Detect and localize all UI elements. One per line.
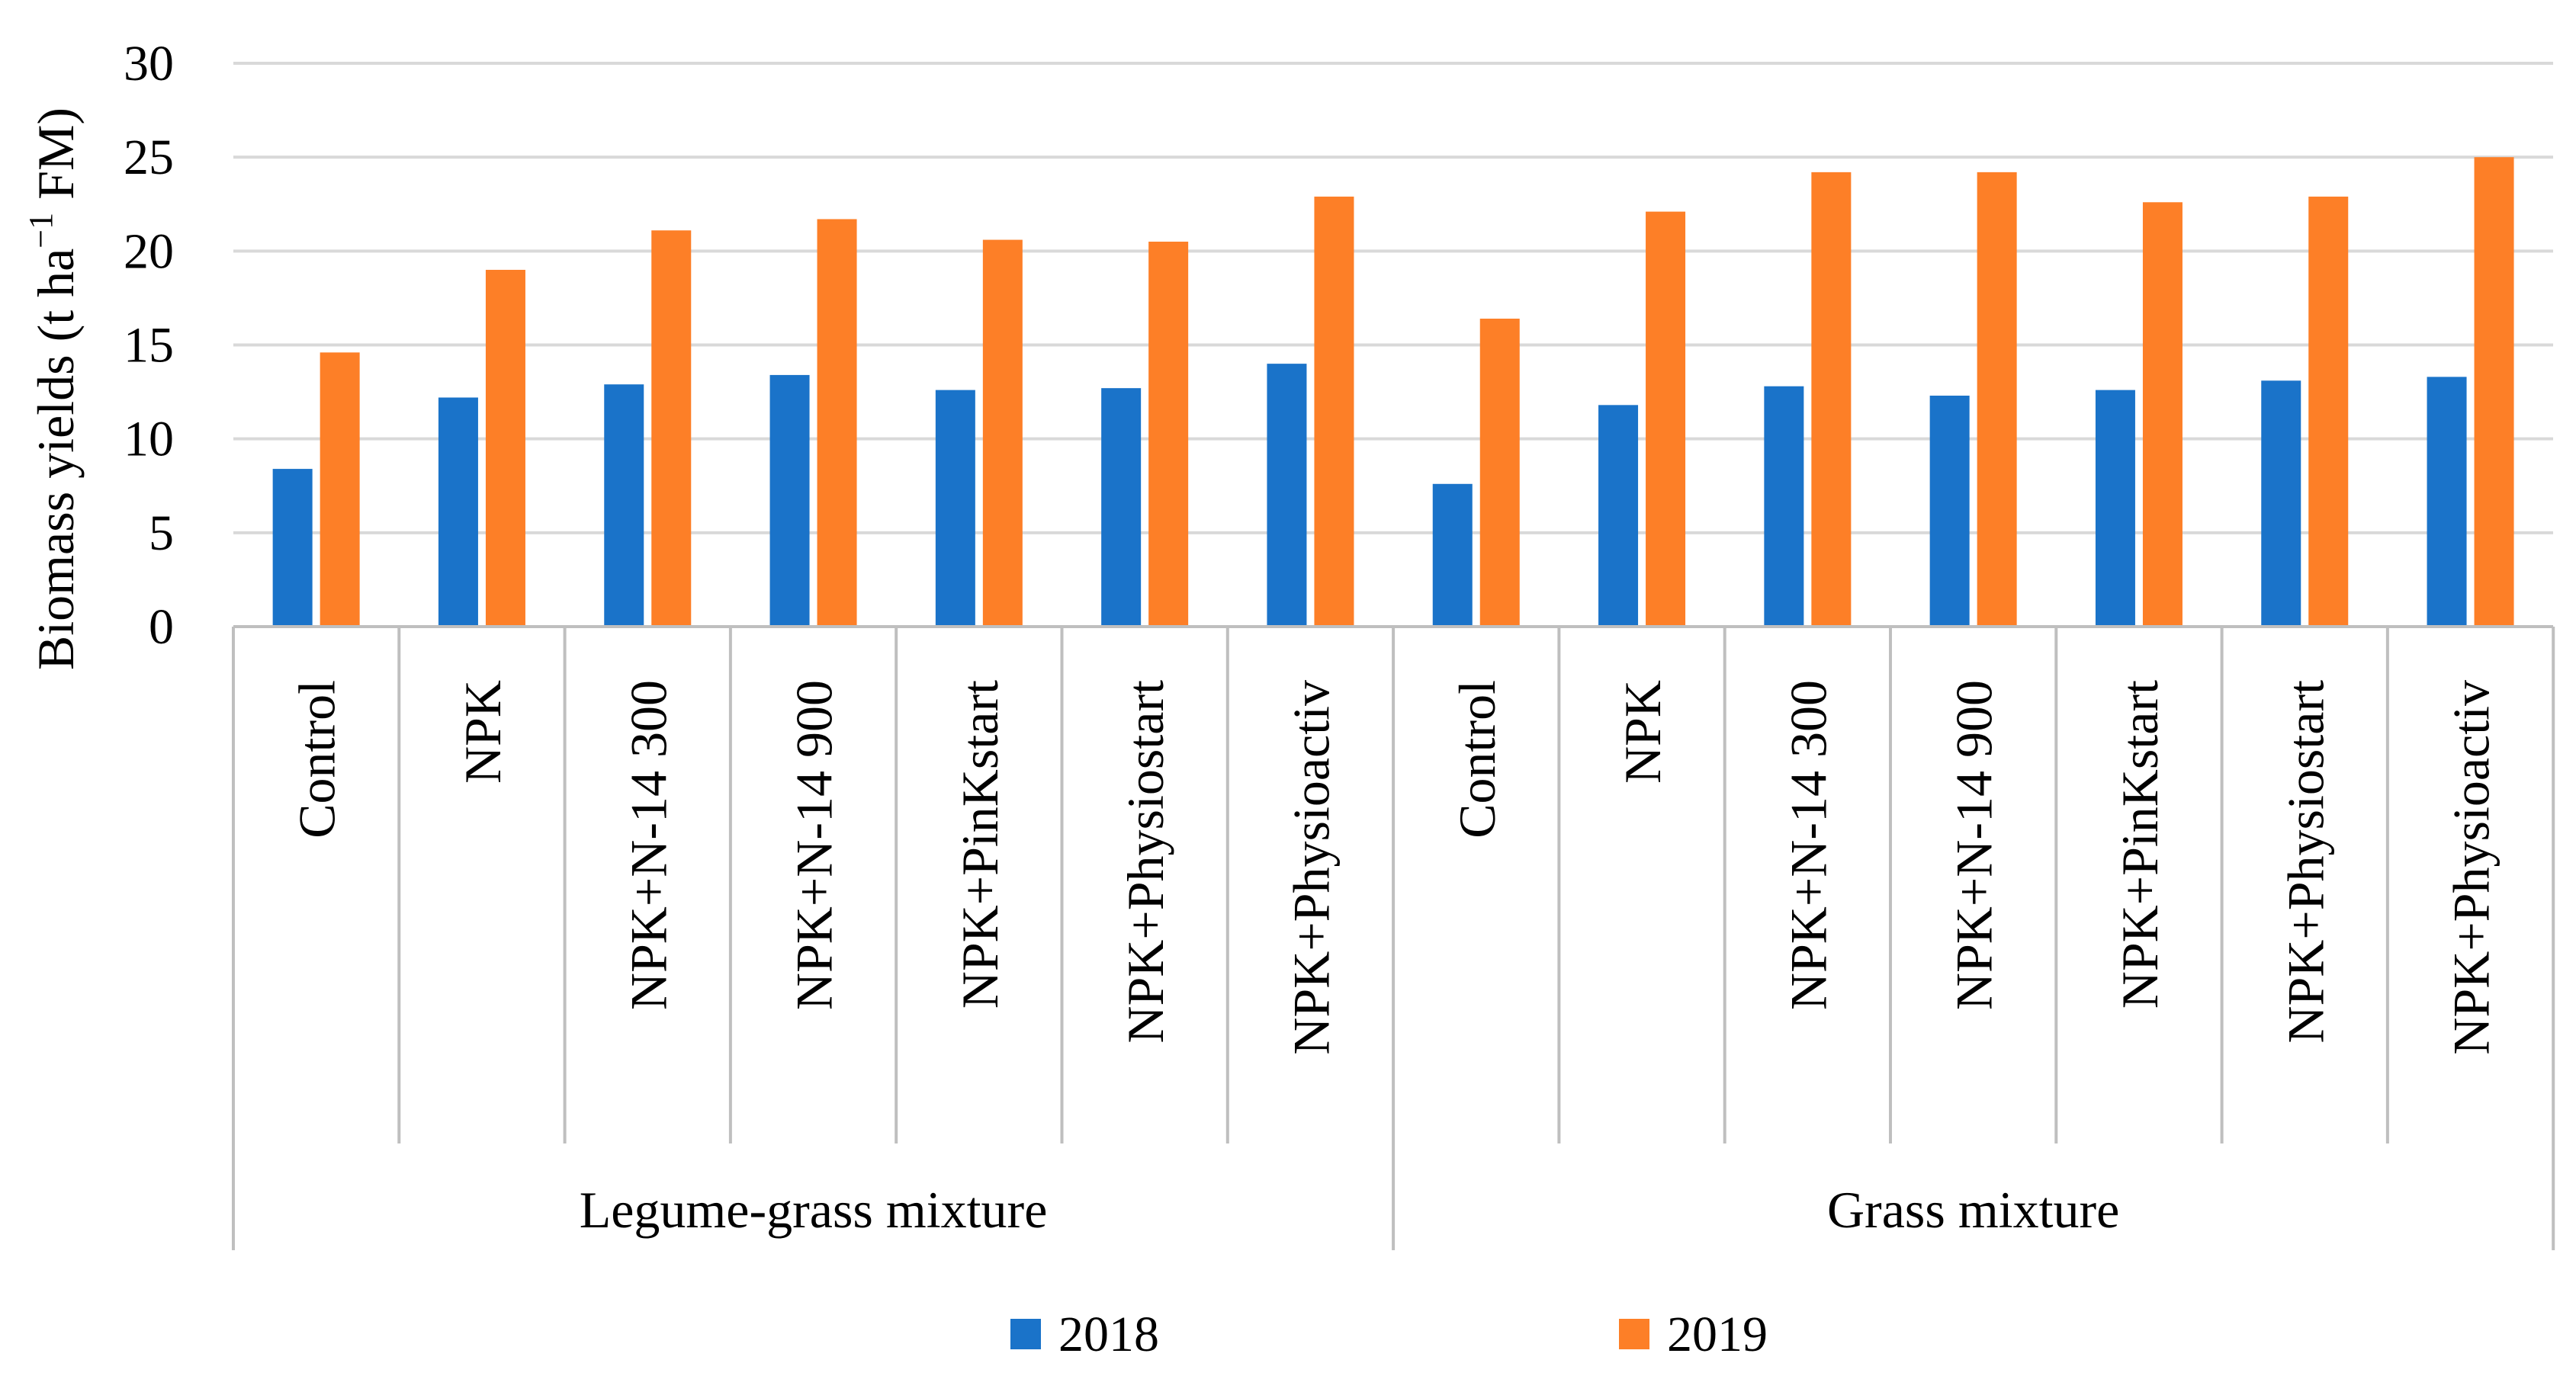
bar-2018-8 — [1598, 405, 1639, 627]
y-axis-ticks: 0 5 10 15 20 25 30 — [124, 36, 174, 655]
category-label: Control — [1448, 680, 1506, 839]
category-label: NPK+Physiostart — [1116, 680, 1174, 1044]
bar-2018-2 — [604, 384, 644, 627]
bar-2019-10 — [1977, 172, 2017, 627]
y-tick-label: 5 — [149, 505, 174, 561]
bar-2018-13 — [2427, 377, 2467, 627]
y-tick-label: 10 — [124, 412, 174, 467]
bar-2018-1 — [438, 397, 478, 627]
y-tick-label: 25 — [124, 130, 174, 185]
bar-2019-13 — [2474, 157, 2514, 627]
x-axis — [232, 625, 2555, 1250]
legend-label-2019: 2019 — [1667, 1307, 1768, 1362]
bars — [272, 157, 2514, 627]
category-label: Control — [288, 680, 346, 839]
legend-label-2018: 2018 — [1058, 1307, 1159, 1362]
y-tick-label: 0 — [149, 599, 174, 655]
category-label: NPK+Physioactiv — [1282, 680, 1340, 1055]
bar-2018-10 — [1929, 396, 1970, 627]
bar-2018-11 — [2095, 390, 2135, 627]
bar-2019-2 — [651, 230, 692, 627]
category-label: NPK+PinKstart — [951, 680, 1009, 1009]
y-tick-label: 15 — [124, 318, 174, 374]
bar-2018-5 — [1101, 388, 1142, 627]
bar-2019-4 — [982, 239, 1023, 627]
bar-2018-0 — [272, 469, 313, 627]
category-label: NPK — [1614, 680, 1672, 784]
bar-2018-12 — [2261, 380, 2301, 627]
group-label: Legume-grass mixture — [580, 1181, 1048, 1239]
bar-2019-0 — [320, 352, 360, 627]
category-label: NPK+Physioactiv — [2443, 680, 2501, 1055]
bar-2018-7 — [1432, 483, 1473, 627]
category-label: NPK+N-14 300 — [619, 680, 677, 1010]
category-label: NPK+Physiostart — [2276, 680, 2334, 1044]
category-label: NPK+N-14 900 — [785, 680, 843, 1010]
y-tick-label: 30 — [124, 36, 174, 91]
category-label: NPK — [454, 680, 512, 784]
bar-2018-6 — [1267, 364, 1307, 627]
bar-2019-5 — [1148, 242, 1189, 627]
bar-2019-8 — [1646, 211, 1686, 627]
legend-swatch-2019 — [1619, 1319, 1649, 1349]
bar-2019-11 — [2142, 202, 2183, 627]
category-labels: Control NPK NPK+N-14 300 NPK+N-14 900 NPK+Pi… — [288, 680, 2501, 1055]
bar-2018-9 — [1764, 386, 1804, 627]
y-tick-label: 20 — [124, 223, 174, 279]
legend: 2018 2019 — [1010, 1307, 1768, 1362]
group-label: Grass mixture — [1827, 1181, 2119, 1239]
bar-2019-6 — [1314, 196, 1354, 627]
gridlines — [233, 62, 2553, 534]
y-axis-label: Biomass yields (t ha−1 FM) — [22, 107, 85, 670]
bar-2019-12 — [2308, 196, 2349, 627]
category-label: NPK+PinKstart — [2111, 680, 2169, 1009]
group-labels: Legume-grass mixture Grass mixture — [580, 1181, 2120, 1239]
category-label: NPK+N-14 300 — [1779, 680, 1837, 1010]
legend-swatch-2018 — [1010, 1319, 1041, 1349]
bar-2019-9 — [1811, 172, 1852, 627]
bar-2019-3 — [817, 219, 857, 627]
bar-2018-3 — [769, 374, 810, 627]
bar-2019-7 — [1479, 319, 1520, 627]
bar-2019-1 — [485, 269, 525, 627]
category-label: NPK+N-14 900 — [1945, 680, 2003, 1010]
bar-2018-4 — [935, 390, 975, 627]
